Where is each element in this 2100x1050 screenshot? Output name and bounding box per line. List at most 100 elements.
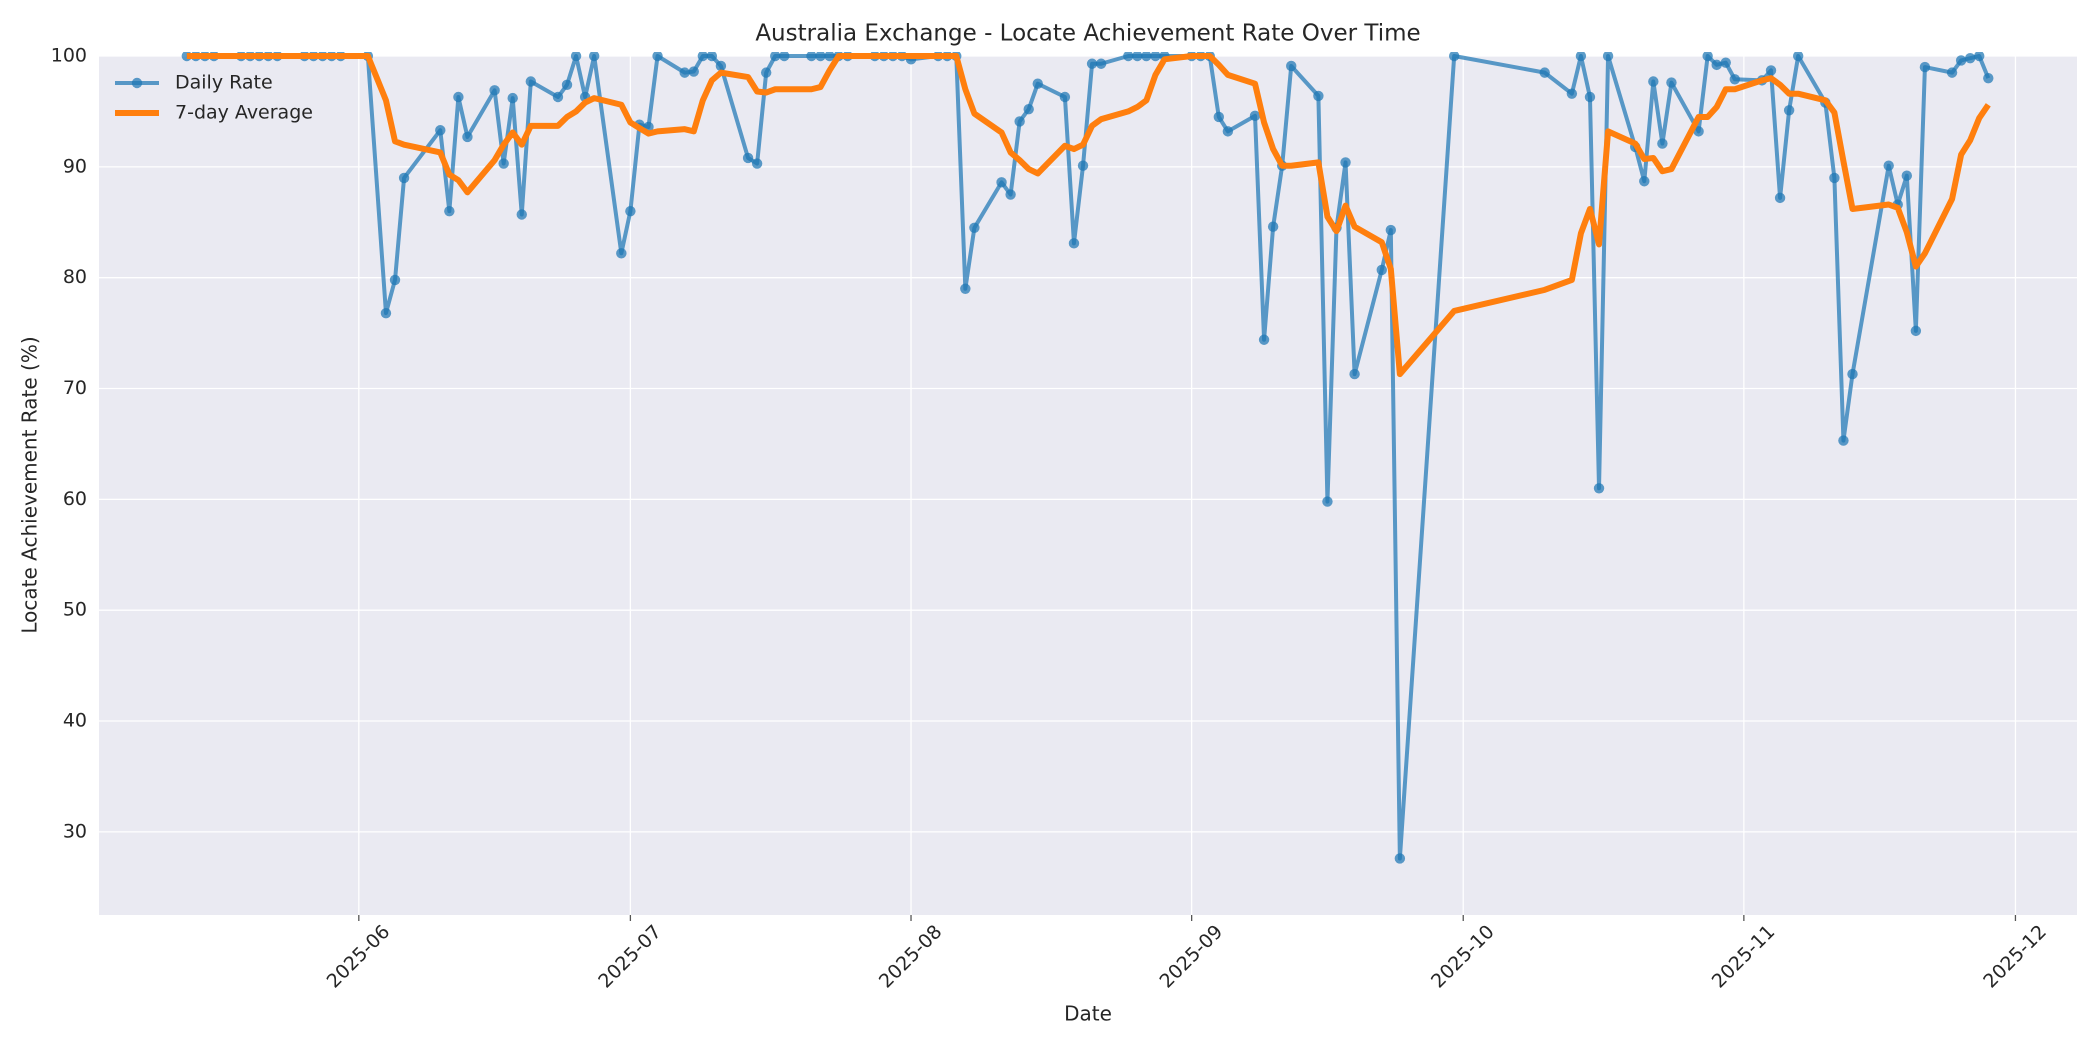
data-point — [1847, 368, 1858, 380]
data-point — [1005, 189, 1016, 200]
x-tick-label: 2025-10 — [1427, 921, 1499, 993]
data-point — [806, 52, 817, 62]
data-point — [1593, 483, 1605, 494]
legend: Daily Rate 7-day Average — [115, 72, 313, 124]
data-point — [570, 52, 582, 62]
x-tick-label: 2025-09 — [1155, 921, 1227, 993]
data-point — [1883, 160, 1894, 171]
data-point — [1765, 65, 1777, 76]
data-point — [1132, 52, 1143, 62]
data-point — [1566, 88, 1578, 99]
grid — [99, 55, 2077, 915]
data-point — [1702, 52, 1713, 62]
data-point — [824, 52, 835, 62]
data-point — [706, 52, 718, 62]
y-tick-label: 60 — [63, 488, 87, 510]
data-point — [516, 209, 527, 220]
y-tick-label: 70 — [63, 377, 87, 399]
data-point — [779, 52, 790, 62]
y-tick-label: 80 — [63, 266, 87, 288]
data-point — [625, 205, 636, 217]
data-point — [1648, 76, 1659, 87]
data-point — [742, 152, 754, 164]
data-point — [498, 158, 509, 169]
legend-label: 7-day Average — [175, 102, 313, 124]
data-point — [1639, 176, 1650, 187]
data-point — [1792, 52, 1804, 62]
data-point — [1666, 77, 1677, 88]
data-point — [1376, 264, 1387, 276]
data-point — [1068, 238, 1080, 249]
data-point — [1286, 60, 1297, 72]
data-point — [1910, 325, 1922, 337]
x-tick-label: 2025-08 — [875, 921, 947, 993]
data-point — [552, 91, 564, 103]
data-point — [1141, 52, 1152, 62]
data-point — [1077, 160, 1089, 171]
data-point — [1032, 78, 1043, 89]
data-point — [1059, 91, 1071, 103]
data-point — [1213, 111, 1225, 123]
x-axis-label: Date — [1064, 1002, 1112, 1026]
plot-area — [99, 56, 2077, 915]
data-point — [1150, 52, 1161, 62]
data-point — [715, 60, 727, 72]
data-point — [1258, 334, 1270, 345]
data-point — [1322, 496, 1333, 507]
data-point — [1267, 221, 1279, 232]
data-point — [1249, 110, 1261, 122]
data-point — [1946, 67, 1958, 78]
data-point — [1584, 91, 1596, 103]
data-point — [453, 91, 464, 103]
data-point — [760, 67, 772, 78]
data-point — [652, 52, 663, 62]
data-point — [1086, 58, 1098, 69]
data-point — [1340, 157, 1351, 168]
data-point — [398, 172, 410, 184]
y-tick-label: 50 — [63, 599, 87, 621]
data-point — [1729, 74, 1741, 85]
data-point — [1023, 104, 1034, 115]
data-point — [1349, 368, 1360, 380]
legend-marker — [131, 77, 143, 89]
data-point — [525, 76, 537, 87]
data-point — [1829, 172, 1840, 184]
data-point — [1313, 90, 1324, 102]
y-tick-label: 90 — [63, 155, 87, 177]
data-point — [462, 131, 473, 143]
y-axis-label: Locate Achievement Rate (%) — [18, 336, 42, 633]
data-point — [435, 125, 446, 136]
data-point — [1964, 53, 1976, 64]
data-point — [1575, 52, 1587, 62]
data-point — [1394, 853, 1406, 864]
data-point — [960, 283, 971, 294]
data-point — [1919, 61, 1931, 73]
legend-label: Daily Rate — [175, 72, 273, 94]
data-point — [1720, 57, 1731, 68]
data-point — [1955, 55, 1967, 66]
data-point — [969, 222, 980, 233]
x-tick-label: 2025-11 — [1708, 921, 1780, 993]
data-point — [1448, 52, 1460, 62]
data-point — [1838, 435, 1849, 446]
y-tick-label: 100 — [51, 45, 87, 67]
data-point — [770, 52, 781, 62]
data-point — [697, 52, 709, 62]
data-point — [588, 52, 600, 62]
x-tick-label: 2025-06 — [323, 921, 395, 993]
data-point — [1693, 126, 1704, 137]
data-point — [1539, 67, 1550, 78]
data-point — [1014, 116, 1025, 127]
data-point — [679, 67, 690, 78]
data-point — [1095, 58, 1107, 69]
chart-title: Australia Exchange - Locate Achievement … — [755, 21, 1420, 47]
data-point — [1774, 192, 1786, 204]
data-point — [1901, 170, 1913, 181]
data-point — [996, 177, 1007, 188]
data-point — [1711, 59, 1722, 71]
data-point — [489, 85, 500, 96]
data-point — [1385, 224, 1397, 236]
data-point — [1657, 138, 1668, 149]
data-point — [616, 248, 627, 259]
